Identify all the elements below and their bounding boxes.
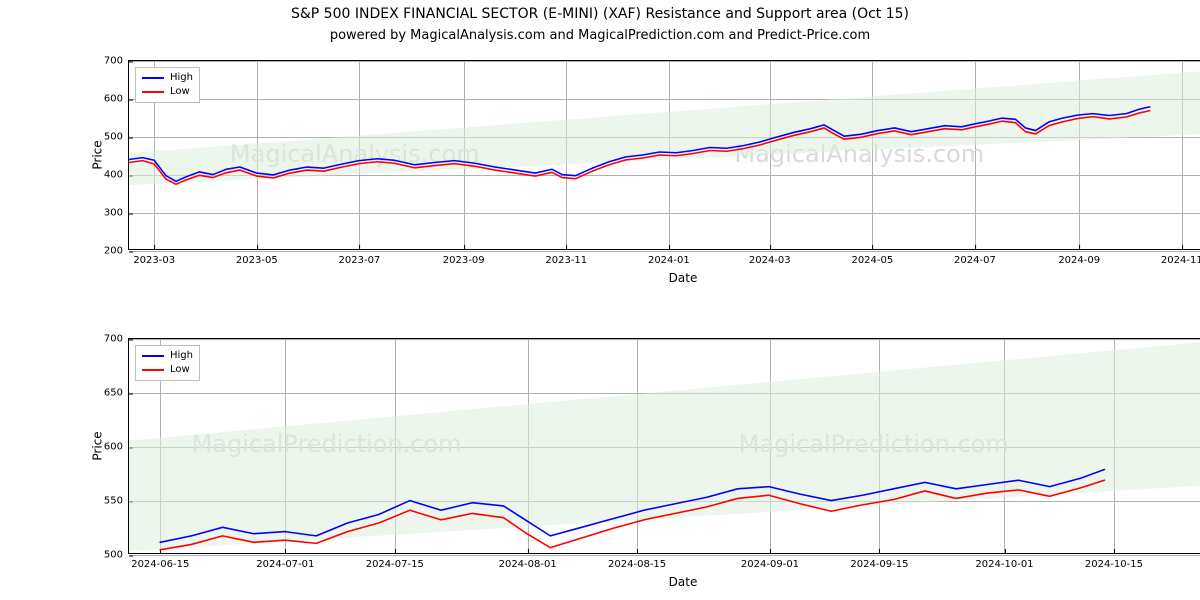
y-tick-label: 200 xyxy=(104,246,129,257)
y-tick-label: 700 xyxy=(104,56,129,67)
x-axis-label: Date xyxy=(669,575,698,589)
top-y-axis-label: Price xyxy=(91,140,105,169)
legend-swatch xyxy=(142,355,164,357)
chart-sub-title: powered by MagicalAnalysis.com and Magic… xyxy=(0,22,1200,47)
x-tick-label: 2024-01 xyxy=(648,249,690,266)
x-tick-label: 2023-11 xyxy=(545,249,587,266)
legend-entry: Low xyxy=(142,363,193,377)
legend-label: Low xyxy=(170,363,190,377)
y-tick-label: 600 xyxy=(104,94,129,105)
x-tick-label: 2024-06-15 xyxy=(131,553,189,570)
legend-swatch xyxy=(142,91,164,93)
legend-swatch xyxy=(142,369,164,371)
bottom-chart-panel: Price HighLow 5005506006507002024-06-152… xyxy=(128,338,1200,554)
x-tick-label: 2023-09 xyxy=(443,249,485,266)
x-tick-label: 2024-07 xyxy=(954,249,996,266)
y-tick-label: 500 xyxy=(104,550,129,561)
support-resistance-band xyxy=(129,339,1200,551)
y-tick-label: 550 xyxy=(104,496,129,507)
legend-entry: Low xyxy=(142,85,193,99)
legend-label: High xyxy=(170,71,193,85)
support-resistance-band xyxy=(129,69,1200,186)
y-tick-label: 300 xyxy=(104,208,129,219)
bottom-legend: HighLow xyxy=(135,345,200,381)
x-tick-label: 2024-05 xyxy=(851,249,893,266)
legend-label: High xyxy=(170,349,193,363)
y-tick-label: 500 xyxy=(104,132,129,143)
x-tick-label: 2024-09-01 xyxy=(741,553,799,570)
x-tick-label: 2024-09-15 xyxy=(850,553,908,570)
x-tick-label: 2024-07-01 xyxy=(256,553,314,570)
top-chart-plot xyxy=(129,61,1200,249)
chart-main-title: S&P 500 INDEX FINANCIAL SECTOR (E-MINI) … xyxy=(0,0,1200,22)
bottom-y-axis-label: Price xyxy=(91,431,105,460)
x-tick-label: 2024-09 xyxy=(1058,249,1100,266)
y-tick-label: 700 xyxy=(104,334,129,345)
y-tick-label: 650 xyxy=(104,388,129,399)
top-legend: HighLow xyxy=(135,67,200,103)
x-tick-label: 2024-10-15 xyxy=(1085,553,1143,570)
legend-label: Low xyxy=(170,85,190,99)
x-tick-label: 2024-11 xyxy=(1161,249,1200,266)
legend-swatch xyxy=(142,77,164,79)
legend-entry: High xyxy=(142,349,193,363)
x-tick-label: 2024-08-15 xyxy=(608,553,666,570)
y-tick-label: 400 xyxy=(104,170,129,181)
x-tick-label: 2024-03 xyxy=(749,249,791,266)
x-tick-label: 2024-10-01 xyxy=(975,553,1033,570)
x-tick-label: 2023-05 xyxy=(236,249,278,266)
legend-entry: High xyxy=(142,71,193,85)
x-tick-label: 2024-07-15 xyxy=(366,553,424,570)
x-tick-label: 2023-03 xyxy=(133,249,175,266)
x-tick-label: 2024-08-01 xyxy=(499,553,557,570)
bottom-chart-plot xyxy=(129,339,1200,553)
x-tick-label: 2023-07 xyxy=(339,249,381,266)
x-axis-label: Date xyxy=(669,271,698,285)
top-chart-panel: Price HighLow 2003004005006007002023-032… xyxy=(128,60,1200,250)
y-tick-label: 600 xyxy=(104,442,129,453)
